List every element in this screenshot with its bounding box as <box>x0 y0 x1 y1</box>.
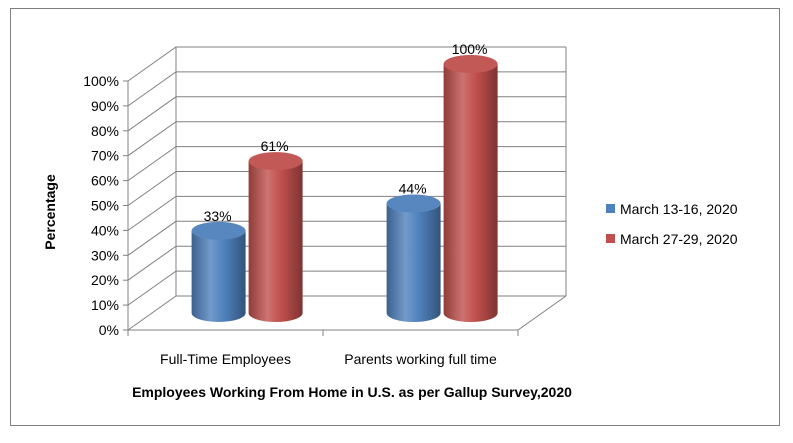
legend-label: March 13-16, 2020 <box>620 201 738 217</box>
legend-item: March 13-16, 2020 <box>606 201 738 217</box>
y-tick-label: 100% <box>83 73 119 89</box>
legend-swatch <box>606 204 615 213</box>
bar-body <box>248 161 303 322</box>
y-tick-label: 10% <box>91 297 119 313</box>
y-tick-labels: 0% 10% 20% 30% 40% 50% 60% 70% 80% 90% 100% <box>83 73 119 338</box>
gridline <box>127 195 566 231</box>
y-tick-label: 40% <box>91 222 119 238</box>
bars <box>191 55 498 322</box>
bar-top <box>443 55 498 73</box>
data-label: 33% <box>204 208 232 224</box>
x-axis-title: Employees Working From Home in U.S. as p… <box>132 384 572 400</box>
gridline <box>127 71 566 107</box>
legend-item: March 27-29, 2020 <box>606 231 738 247</box>
data-labels: 33% 61% 44% 100% <box>204 41 488 224</box>
y-tick-label: 0% <box>99 322 119 338</box>
legend-label: March 27-29, 2020 <box>620 231 738 247</box>
legend-swatch <box>606 234 615 243</box>
y-tick-label: 70% <box>91 148 119 164</box>
gridline <box>127 121 566 157</box>
bar <box>386 194 441 322</box>
bar-top <box>191 221 246 240</box>
data-label: 100% <box>452 41 488 57</box>
legend: March 13-16, 2020 March 27-29, 2020 <box>606 201 738 247</box>
bar <box>443 55 498 322</box>
bar-body <box>386 203 441 322</box>
gridline <box>127 146 566 182</box>
y-tick-label: 90% <box>91 98 119 114</box>
gridline <box>127 96 566 132</box>
category-label: Full-Time Employees <box>160 351 291 367</box>
y-tick-label: 80% <box>91 123 119 139</box>
data-label: 44% <box>399 180 427 196</box>
category-label: Parents working full time <box>344 351 497 367</box>
y-tick-label: 50% <box>91 198 119 214</box>
y-tick-label: 60% <box>91 173 119 189</box>
bar <box>248 152 303 322</box>
gridline <box>127 46 566 82</box>
gridline <box>127 171 566 206</box>
bar-body <box>443 64 498 322</box>
y-tick-label: 30% <box>91 247 119 263</box>
y-tick-label: 20% <box>91 272 119 288</box>
bar-top <box>386 194 441 213</box>
category-labels: Full-Time Employees Parents working full … <box>160 351 497 367</box>
data-label: 61% <box>261 138 289 154</box>
y-axis-title: Percentage <box>42 174 58 250</box>
bar-body <box>191 230 246 322</box>
axes <box>123 80 567 336</box>
bar-top <box>248 152 303 171</box>
bar <box>191 221 246 322</box>
